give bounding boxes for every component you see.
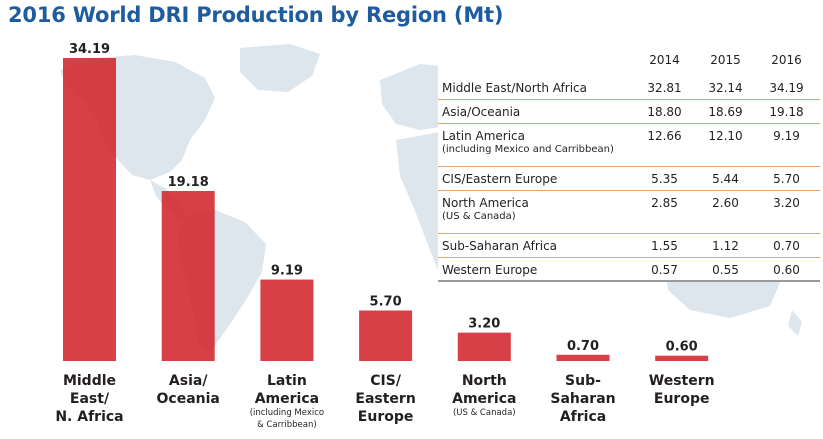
category-label: East/ — [70, 391, 110, 407]
table-row: North America (US & Canada) 2.85 2.60 3.… — [438, 191, 820, 234]
table-region-cell: Asia/Oceania — [438, 100, 634, 124]
table-region-name: Middle East/North Africa — [442, 81, 587, 95]
bar — [655, 355, 709, 361]
table-row: Sub-Saharan Africa 1.55 1.12 0.70 — [438, 234, 820, 258]
table-value-cell: 18.69 — [708, 105, 743, 119]
category-label: America — [255, 391, 319, 407]
table-value-cell: 2.60 — [712, 196, 739, 210]
category-label: Europe — [358, 409, 414, 425]
bar-value-label: 19.18 — [168, 175, 209, 190]
table-region-cell: Middle East/North Africa — [438, 76, 634, 100]
table-header-year: 2015 — [710, 53, 741, 67]
category-label: Saharan — [550, 391, 615, 407]
category-label: Western — [649, 373, 715, 389]
table-region-cell: Latin America (including Mexico and Carr… — [438, 124, 634, 161]
bar — [260, 279, 314, 361]
page-title: 2016 World DRI Production by Region (Mt) — [8, 3, 504, 27]
table-row: Asia/Oceania 18.80 18.69 19.18 — [438, 100, 820, 124]
table-region-name: North America — [442, 196, 529, 210]
category-label: Eastern — [355, 391, 415, 407]
table-value-cell: 5.44 — [712, 172, 739, 186]
table-region-cell: CIS/Eastern Europe — [438, 167, 634, 191]
table-value-cell: 9.19 — [773, 129, 800, 143]
category-label: North — [462, 373, 507, 389]
bar — [556, 354, 610, 361]
category-note: & Carribbean) — [257, 420, 317, 430]
table-value-cell: 18.80 — [647, 105, 682, 119]
table-value-cell: 12.10 — [708, 129, 743, 143]
table-row: Latin America (including Mexico and Carr… — [438, 124, 820, 167]
table-value-cell: 5.70 — [773, 172, 800, 186]
table-value-cell: 3.20 — [773, 196, 800, 210]
table-row: Western Europe 0.57 0.55 0.60 — [438, 258, 820, 282]
category-label: Middle — [63, 373, 116, 389]
table-region-name: Latin America — [442, 129, 525, 143]
table-region-name: Western Europe — [442, 263, 538, 277]
bar-value-label: 0.70 — [567, 339, 599, 354]
category-label: Africa — [560, 409, 606, 425]
table-value-cell: 32.14 — [708, 81, 743, 95]
bar-value-label: 5.70 — [370, 294, 402, 309]
bar — [457, 332, 511, 361]
category-note: (US & Canada) — [453, 408, 516, 418]
bar — [161, 191, 215, 361]
table-region-name: CIS/Eastern Europe — [442, 172, 558, 186]
table-value-cell: 19.18 — [769, 105, 804, 119]
table-value-cell: 1.55 — [651, 239, 678, 253]
table-value-cell: 0.57 — [651, 263, 678, 277]
data-table: 2014 2015 2016 Middle East/North Africa … — [438, 44, 820, 282]
table-header-row: 2014 2015 2016 — [438, 44, 820, 76]
table-value-cell: 0.70 — [773, 239, 800, 253]
category-label: Oceania — [157, 391, 220, 407]
category-label: Asia/ — [169, 373, 208, 389]
table-header-year: 2014 — [649, 53, 680, 67]
table-header-year: 2016 — [771, 53, 802, 67]
value-labels-group: 34.19 19.18 9.19 5.70 3.20 0.70 0.60 — [69, 42, 698, 355]
table-value-cell: 0.55 — [712, 263, 739, 277]
table-value-cell: 1.12 — [712, 239, 739, 253]
table-header-blank — [438, 55, 634, 65]
table-value-cell: 5.35 — [651, 172, 678, 186]
table-region-cell: North America (US & Canada) — [438, 191, 634, 228]
table-region-note: (US & Canada) — [442, 211, 516, 222]
table-row: CIS/Eastern Europe 5.35 5.44 5.70 — [438, 167, 820, 191]
table-region-note: (including Mexico and Carribbean) — [442, 144, 614, 155]
category-label: Europe — [654, 391, 710, 407]
category-note: (including Mexico — [250, 408, 324, 418]
bars-group — [63, 58, 709, 361]
table-region-cell: Western Europe — [438, 258, 634, 282]
bar-value-label: 9.19 — [271, 264, 303, 279]
table-region-cell: Sub-Saharan Africa — [438, 234, 634, 258]
table-value-cell: 0.60 — [773, 263, 800, 277]
table-region-name: Sub-Saharan Africa — [442, 239, 558, 253]
category-label: Latin — [267, 373, 307, 389]
category-labels-group: Middle East/N. Africa Asia/Oceania Latin Ame… — [55, 373, 714, 430]
table-value-cell: 34.19 — [769, 81, 804, 95]
table-value-cell: 2.85 — [651, 196, 678, 210]
bar-value-label: 0.60 — [666, 340, 698, 355]
table-row: Middle East/North Africa 32.81 32.14 34.… — [438, 76, 820, 100]
table-value-cell: 12.66 — [647, 129, 682, 143]
category-label: America — [452, 391, 516, 407]
bar-value-label: 3.20 — [468, 317, 500, 332]
table-value-cell: 32.81 — [647, 81, 682, 95]
table-region-name: Asia/Oceania — [442, 105, 521, 119]
bar-value-label: 34.19 — [69, 42, 110, 57]
category-label: N. Africa — [55, 409, 123, 425]
category-label: CIS/ — [370, 373, 402, 389]
bar — [359, 310, 413, 361]
bar — [63, 58, 116, 361]
category-label: Sub- — [565, 373, 601, 389]
